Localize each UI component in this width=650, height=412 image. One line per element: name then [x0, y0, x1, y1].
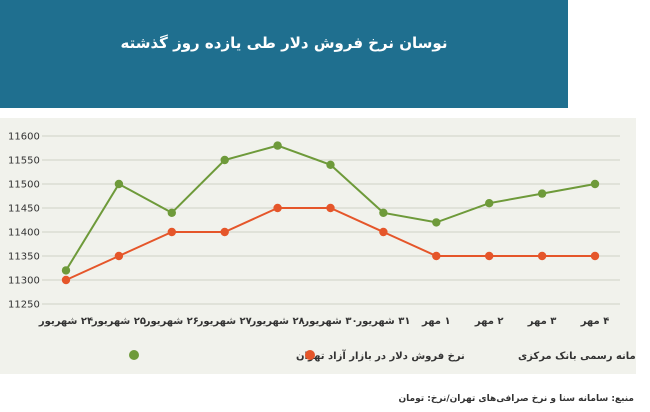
data-point [379, 227, 388, 237]
series-layer [61, 141, 600, 285]
data-point [61, 266, 71, 275]
y-tick-label: 11600 [8, 132, 40, 143]
legend-marker [129, 350, 139, 360]
legend-marker [305, 350, 315, 360]
x-tick-label: ۲۵ شهریور [91, 316, 146, 327]
x-tick-label: ۴ مهر [580, 316, 610, 327]
data-point [326, 203, 335, 213]
x-tick-label: ۲۸ شهریور [250, 316, 305, 327]
data-point [379, 208, 388, 217]
series-line [65, 207, 595, 281]
y-tick-label: 11500 [8, 180, 40, 191]
data-point [485, 199, 494, 208]
y-tick-label: 11450 [8, 204, 40, 215]
data-point [273, 203, 282, 213]
chart-title: نوسان نرخ فروش دلار طی یازده روز گذشته [120, 34, 448, 52]
data-point [326, 160, 335, 169]
data-point [432, 218, 441, 227]
x-tick-label: ۲۶ شهریور [144, 316, 199, 327]
data-point [114, 251, 124, 261]
data-point [220, 155, 229, 165]
x-tick-label: ۳۱ شهریور [355, 316, 410, 327]
x-tick-label: ۲۷ شهریور [197, 316, 252, 327]
legend-label: نرخ فروش دلار در بازار آزاد تهران [296, 349, 465, 362]
legend-label: نرخ عرضه دلار در سامانه رسمی بانک مرکزی [518, 351, 636, 362]
data-point [485, 251, 494, 261]
data-point [167, 227, 176, 237]
x-tick-label: ۳ مهر [527, 316, 557, 327]
data-point [61, 275, 71, 285]
source-note: منبع: سامانه سنا و نرخ صرافی‌های تهران/ن… [398, 394, 634, 404]
y-tick-label: 11550 [8, 156, 40, 167]
data-point [114, 179, 124, 189]
chart-panel: 11250 11300 11350 11400 11450 11500 11550 11600… [0, 118, 636, 374]
x-tick-label: ۲ مهر [474, 316, 504, 327]
line-chart: 11250 11300 11350 11400 11450 11500 11550 11600… [8, 132, 636, 363]
y-tick-label: 11400 [8, 228, 40, 239]
x-tick-label: ۳۰ شهریور [302, 316, 357, 327]
data-point [432, 251, 441, 261]
data-point [537, 251, 547, 261]
data-point [273, 141, 282, 150]
y-tick-label: 11300 [8, 276, 40, 287]
x-tick-label: ۲۴ شهریور [38, 316, 93, 327]
x-tick-label: ۱ مهر [421, 316, 451, 327]
data-point [590, 251, 600, 261]
y-axis-ticks: 11250 11300 11350 11400 11450 11500 11550 11600 [8, 132, 40, 311]
data-point [590, 179, 600, 189]
y-tick-label: 11350 [8, 252, 40, 263]
y-tick-label: 11250 [8, 300, 40, 311]
title-banner: نوسان نرخ فروش دلار طی یازده روز گذشته [0, 0, 568, 108]
legend: نرخ فروش دلار در بازار آزاد تهران نرخ عرض… [129, 349, 636, 362]
data-point [167, 208, 176, 217]
data-point [537, 189, 547, 198]
data-point [220, 227, 229, 237]
